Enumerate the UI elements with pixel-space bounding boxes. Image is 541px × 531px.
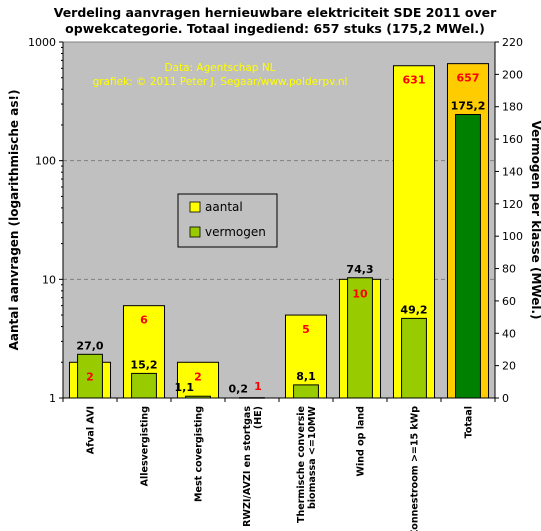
bar-aantal (284, 314, 328, 399)
left-axis-tick-label: 1 (49, 392, 56, 405)
chart-title-line1: Verdeling aanvragen hernieuwbare elektri… (54, 5, 497, 20)
x-axis-category-label-line: Zonnestroom >=15 kWp (410, 406, 421, 531)
x-axis-category-label: RWZI/AVZI en stortgas(HE) (242, 406, 264, 527)
vermogen-value-label: 27,0 (76, 339, 103, 352)
x-axis-category-label-line: Thermische conversie (296, 406, 307, 523)
aantal-value-label: 1 (254, 380, 262, 393)
left-axis-tick-label: 1000 (28, 36, 56, 49)
x-axis-category-label: Afval AVI (86, 406, 97, 454)
legend-label-aantal: aantal (205, 200, 243, 214)
right-axis: 0 20 40 60 80 100 120 140 160 180 200 220 (494, 36, 523, 405)
bar-vermogen (455, 113, 481, 399)
right-axis-tick-label: 0 (502, 392, 509, 405)
aantal-value-label: 6 (140, 314, 148, 327)
bars (68, 63, 490, 399)
left-axis-tick-label: 100 (35, 155, 56, 168)
x-axis-category-label-line: Mest covergisting (194, 406, 205, 502)
bar-aantal (176, 361, 220, 399)
right-axis-tick-label: 20 (502, 360, 516, 373)
x-axis-category-label-line: Totaal (464, 406, 475, 438)
bar-vermogen (293, 384, 319, 399)
left-axis-tick-label: 10 (42, 273, 56, 286)
aantal-value-label: 631 (403, 74, 426, 87)
legend: aantal vermogen (177, 193, 278, 248)
bar-vermogen (401, 317, 427, 399)
x-axis-category-label: Thermische conversiebiomassa <=10MW (296, 405, 318, 522)
aantal-value-label: 657 (457, 72, 480, 85)
bar-vermogen (131, 372, 157, 399)
vermogen-value-label: 15,2 (130, 358, 157, 371)
x-axis-category-label: Totaal (464, 406, 475, 438)
legend-swatch-aantal (189, 201, 201, 213)
y-axis-label-left: Aantal aanvragen (logarithmische as!) (7, 90, 21, 351)
source-credit: Data: Agentschap NL grafiek: © 2011 Pete… (93, 62, 348, 88)
x-axis-category-label-line: Allesvergisting (140, 406, 151, 486)
aantal-value-label: 10 (352, 287, 368, 300)
vermogen-value-label: 175,2 (451, 99, 486, 112)
x-axis-category-label-line: Wind op land (356, 406, 367, 476)
bar-vermogen (77, 353, 103, 399)
right-axis-tick-label: 120 (502, 198, 523, 211)
right-axis-tick-label: 100 (502, 230, 523, 243)
right-axis-tick-label: 180 (502, 101, 523, 114)
bar-vermogen (347, 277, 373, 399)
x-axis-category-label: Mest covergisting (194, 406, 205, 502)
source-line2: grafiek: © 2011 Peter J. Segaar/www.pold… (93, 76, 348, 88)
right-axis-tick-label: 40 (502, 327, 516, 340)
x-axis-category-label-line: Afval AVI (86, 406, 97, 454)
aantal-value-label: 2 (86, 370, 94, 383)
right-axis-tick-label: 160 (502, 133, 523, 146)
x-axis-category-label: Allesvergisting (140, 406, 151, 486)
vermogen-value-label: 0,2 (229, 383, 249, 396)
right-axis-tick-label: 140 (502, 165, 523, 178)
x-axis-category-label: Wind op land (356, 406, 367, 476)
right-axis-tick-label: 80 (502, 263, 516, 276)
left-axis: 1 10 100 1000 (28, 36, 64, 405)
right-axis-tick-label: 200 (502, 68, 523, 81)
x-axis-category-label-line: (HE) (253, 406, 264, 429)
chart-title-line2: opwekcategorie. Totaal ingediend: 657 st… (65, 21, 485, 36)
legend-label-vermogen: vermogen (205, 225, 266, 239)
vermogen-value-label: 8,1 (296, 370, 316, 383)
right-axis-tick-label: 220 (502, 36, 523, 49)
legend-swatch-vermogen (189, 226, 201, 238)
aantal-value-label: 5 (302, 323, 310, 336)
x-axis-category-label-line: biomassa <=10MW (307, 405, 318, 509)
y-axis-label-right: Vermogen per klasse (MWel.) (529, 120, 541, 319)
x-axis-category-label: Zonnestroom >=15 kWp (410, 406, 421, 531)
x-axis-category-label-line: RWZI/AVZI en stortgas (242, 406, 253, 527)
aantal-value-label: 2 (194, 370, 202, 383)
vermogen-value-label: 74,3 (346, 263, 373, 276)
x-axis: Afval AVI Allesvergisting Mest covergistin… (62, 397, 496, 531)
right-axis-tick-label: 60 (502, 295, 516, 308)
vermogen-value-label: 1,1 (175, 381, 195, 394)
source-line1: Data: Agentschap NL (164, 62, 275, 74)
vermogen-value-label: 49,2 (400, 303, 427, 316)
